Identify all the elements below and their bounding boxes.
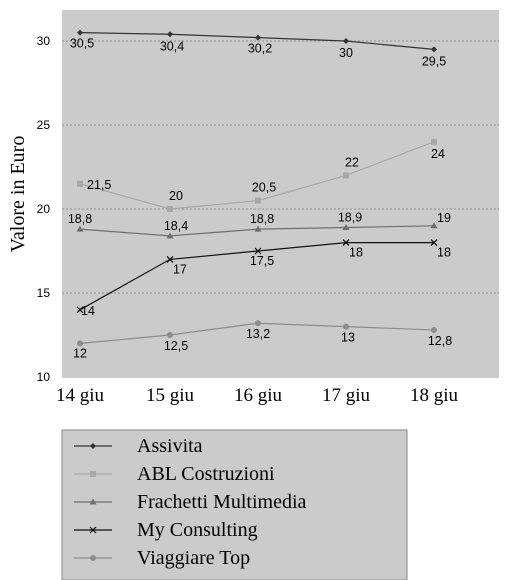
data-point [166,232,174,239]
data-label: 18,8 [250,212,274,226]
data-label: 30 [339,46,353,60]
legend-label: My Consulting [137,519,258,541]
data-point [167,332,173,338]
data-label: 18 [349,246,363,260]
data-label: 21,5 [87,178,111,192]
data-point [431,326,437,333]
data-label: 20,5 [252,181,276,195]
series-viaggiare-top: 12 12,5 13,2 13 12,8 [73,320,452,360]
y-axis-label: Valore in Euro [7,136,29,253]
y-tick-label: 20 [37,202,51,216]
data-label: 13 [341,331,355,345]
marker-stroke [430,239,438,247]
y-axis-ticks: 10 15 20 25 30 [37,34,51,384]
data-label: 12 [73,346,87,360]
gridlines [62,40,499,294]
data-label: 30,2 [248,42,272,56]
x-tick-label: 17 giu [322,385,371,406]
marker-stroke [254,247,262,255]
data-label: 12,5 [164,339,188,353]
data-label: 17 [173,262,187,276]
legend-label: Frachetti Multimedia [137,491,307,513]
legend-marker [89,498,97,505]
legend-entry: ABL Costruzioni [74,463,275,485]
x-tick-label: 16 giu [234,385,283,406]
data-point [77,29,83,36]
data-label: 20 [169,189,183,203]
data-label: 17,5 [250,254,274,268]
y-tick-label: 25 [37,118,51,132]
data-point [343,38,349,44]
data-label: 18,8 [68,212,92,226]
legend-marker [90,471,96,477]
data-point [167,206,173,212]
data-point [430,222,438,229]
x-tick-label: 18 giu [410,385,459,406]
data-point [166,255,174,263]
legend-label: Assivita [137,435,203,457]
data-label: 18 [437,246,451,260]
data-point [76,306,84,314]
data-point [254,225,262,232]
data-point [255,197,261,204]
marker-stroke [166,255,174,263]
y-tick-label: 10 [37,370,51,384]
data-point [76,225,84,232]
marker-stroke [89,526,97,534]
y-tick-label: 30 [37,34,51,48]
x-tick-label: 14 giu [56,385,105,406]
y-tick-label: 15 [37,286,51,300]
legend-label: Viaggiare Top [137,547,250,569]
legend-entry: Assivita [74,435,203,457]
marker-stroke [342,239,350,247]
data-label: 29,5 [422,54,446,68]
data-label: 14 [81,304,95,318]
x-axis-ticks: 14 giu 15 giu 16 giu 17 giu 18 giu [56,385,459,406]
data-label: 18,4 [164,219,188,233]
legend-marker [90,443,96,449]
legend-box [61,429,408,580]
data-point [430,239,438,247]
data-point [431,138,437,145]
data-point [431,46,437,53]
data-label: 12,8 [428,334,452,348]
series-group: 30,5 30,4 30,2 30 29,5 21,5 20 20,5 22 24 18,8 18,4… [68,29,452,360]
data-label: 30,4 [160,39,184,53]
data-label: 13,2 [246,327,270,341]
data-label: 24 [431,147,445,161]
data-point [255,34,261,41]
legend: Assivita ABL Costruzioni Frachetti Multime… [61,429,408,580]
legend-entry: Viaggiare Top [74,547,250,569]
data-point [255,320,261,327]
x-tick-label: 15 giu [146,385,195,406]
data-label: 30,5 [70,37,94,51]
data-point [342,239,350,247]
data-point [343,172,349,179]
data-label: 19 [437,211,451,225]
data-point [77,180,83,187]
data-point [254,247,262,255]
legend-entry: Frachetti Multimedia [74,491,307,513]
legend-entry: My Consulting [74,519,258,541]
series-my-consulting: 14 17 17,5 18 18 [76,239,451,318]
series-assivita: 30,5 30,4 30,2 30 29,5 [70,29,446,68]
data-point [77,340,83,347]
data-point [343,323,349,330]
data-point [342,223,350,230]
marker-stroke [76,306,84,314]
legend-marker [89,526,97,534]
series-frachetti-multimedia: 18,8 18,4 18,8 18,9 19 [68,210,451,239]
series-abl-costruzioni: 21,5 20 20,5 22 24 [77,138,445,212]
data-label: 18,9 [338,210,362,224]
legend-label: ABL Costruzioni [137,463,275,485]
data-label: 22 [345,155,359,169]
data-point [167,31,173,38]
legend-marker [90,555,96,561]
